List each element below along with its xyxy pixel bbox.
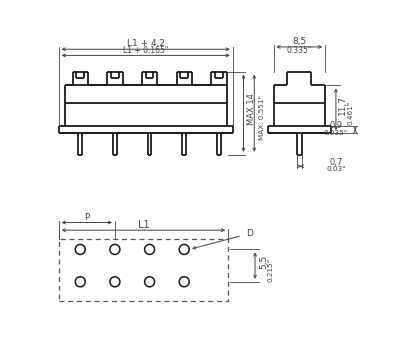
Text: L1: L1 [138, 220, 149, 230]
Text: 0.335": 0.335" [287, 46, 312, 55]
Bar [59, 239, 228, 301]
Text: 8,5: 8,5 [292, 37, 306, 46]
Text: 0,9: 0,9 [329, 121, 342, 130]
Text: MAX. 0.551": MAX. 0.551" [259, 94, 265, 140]
Text: D: D [246, 229, 254, 238]
Text: 0.03": 0.03" [326, 166, 346, 172]
Text: 0.035": 0.035" [324, 130, 348, 136]
Text: P: P [84, 213, 90, 222]
Text: L1 + 0.165": L1 + 0.165" [123, 46, 168, 55]
Text: 5,5: 5,5 [259, 255, 268, 269]
Text: 0.215": 0.215" [268, 257, 274, 281]
Text: 0,7: 0,7 [329, 158, 342, 167]
Text: MAX 14: MAX 14 [247, 93, 256, 125]
Text: L1 + 4,2: L1 + 4,2 [127, 39, 165, 48]
Text: 11,7: 11,7 [338, 95, 347, 116]
Text: 0.461": 0.461" [348, 101, 354, 125]
